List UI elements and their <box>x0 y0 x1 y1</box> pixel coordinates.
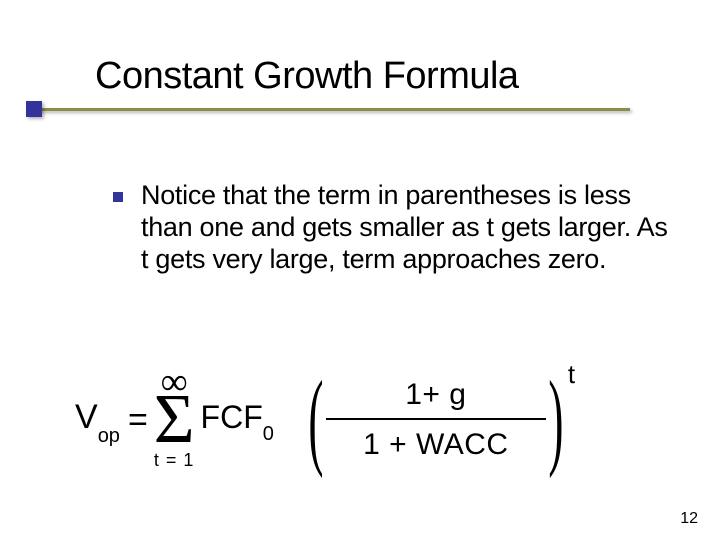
accent-line <box>33 108 630 111</box>
formula-row: Vop = ∞ Σ t = 1 FCF0 ( 1+ g 1 + WACC ) t <box>75 355 660 485</box>
left-bracket: ( <box>308 382 323 458</box>
right-bracket: ) <box>548 382 563 458</box>
title-area: Constant Growth Formula <box>0 0 720 118</box>
bullet-icon <box>113 192 123 202</box>
body-text: Notice that the term in parentheses is l… <box>141 180 680 276</box>
fcf-subscript: 0 <box>263 423 274 445</box>
numerator: 1+ g <box>385 378 486 418</box>
equals-sign: = <box>128 401 148 440</box>
exponent: t <box>568 359 575 390</box>
slide: Constant Growth Formula Notice that the … <box>0 0 720 540</box>
fcf-label: FCF <box>201 399 263 435</box>
sum-lower-limit: t = 1 <box>154 450 195 471</box>
accent-square <box>26 101 42 117</box>
bullet-row: Notice that the term in parentheses is l… <box>113 180 680 276</box>
slide-title: Constant Growth Formula <box>95 55 720 98</box>
denominator: 1 + WACC <box>353 420 518 462</box>
bracket-group: ( 1+ g 1 + WACC ) t <box>298 378 575 462</box>
fcf-term: FCF0 <box>201 399 274 441</box>
sum-upper-limit: ∞ <box>161 360 188 404</box>
body-area: Notice that the term in parentheses is l… <box>113 180 680 276</box>
lhs-subscript: op <box>98 425 120 447</box>
lhs-var: V <box>75 398 98 436</box>
lhs-variable: Vop <box>75 398 120 442</box>
summation: ∞ Σ t = 1 <box>154 392 195 448</box>
fraction: 1+ g 1 + WACC <box>326 378 546 462</box>
page-number: 12 <box>680 510 698 528</box>
formula: Vop = ∞ Σ t = 1 FCF0 ( 1+ g 1 + WACC ) t <box>75 355 660 485</box>
